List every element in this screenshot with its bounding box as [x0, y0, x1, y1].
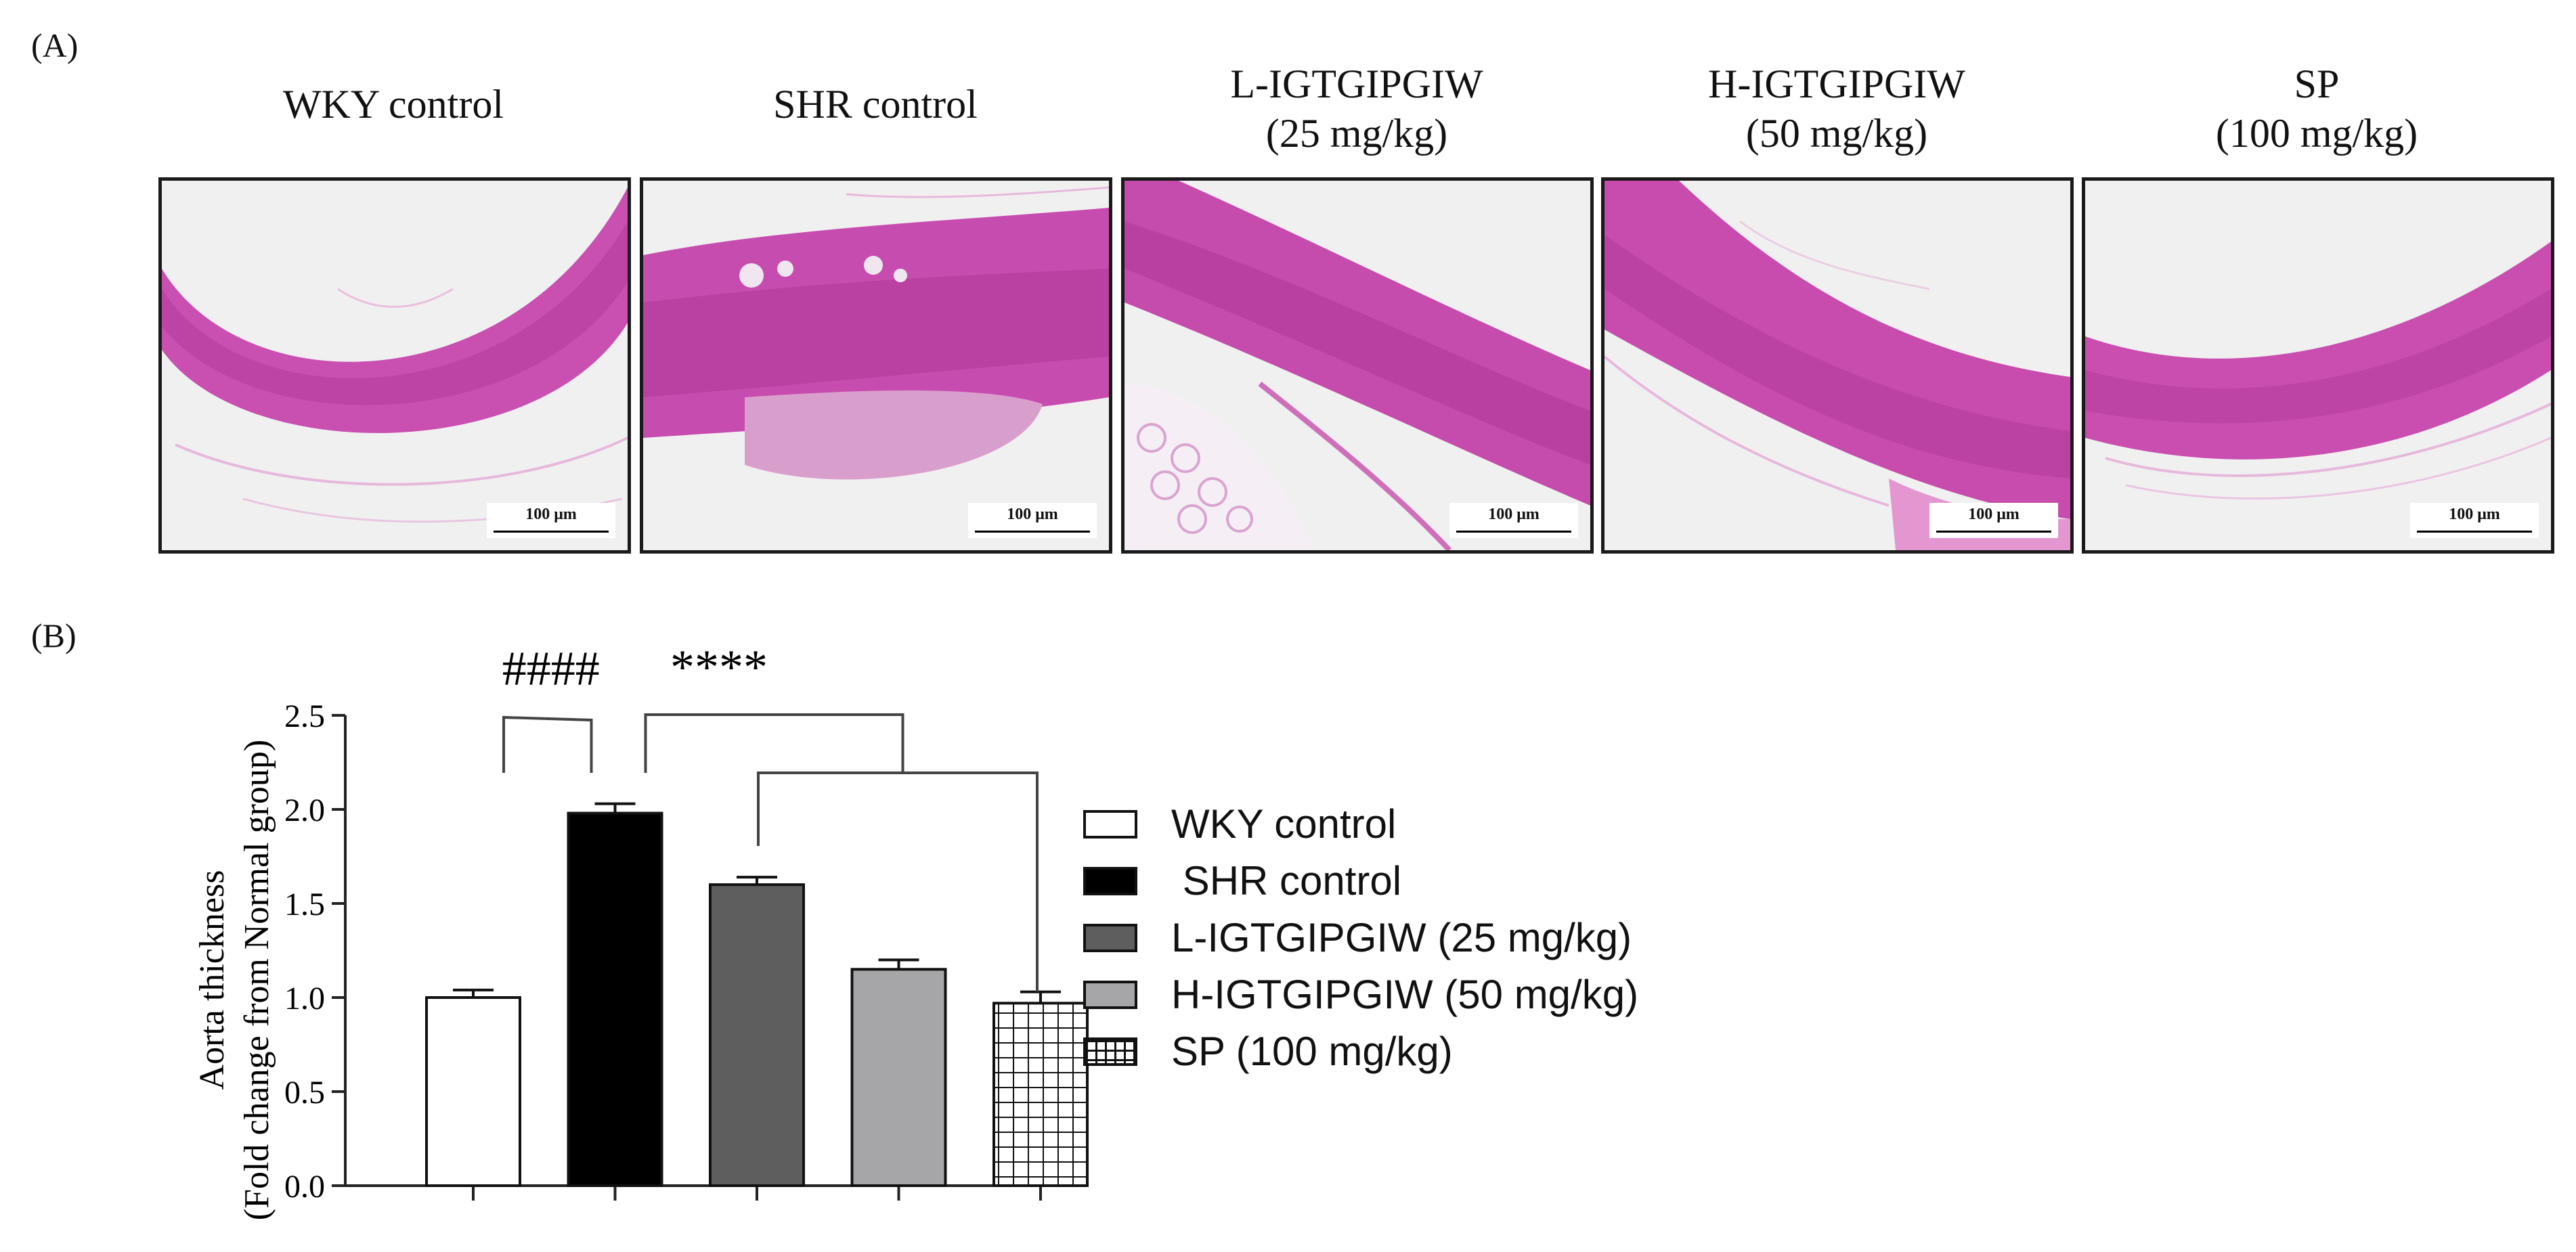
bar [850, 968, 947, 1188]
image-title-shr: SHR control [773, 82, 978, 127]
scale-bar-h-igtgipgiw: 100 μm [1929, 503, 2058, 538]
panel-b-label: (B) [31, 617, 77, 654]
histology-image-wky: 100 μm [158, 177, 631, 554]
legend-swatch-shr [1083, 867, 1137, 895]
histology-image-shr: 100 μm [640, 177, 1112, 554]
significance-label-hash: #### [502, 642, 600, 696]
histology-image-sp: 100 μm [2082, 177, 2554, 554]
image-title-l-igtgipgiw: L-IGTGIPGIW (25 mg/kg) [1230, 62, 1483, 156]
y-tick-label: 0.0 [284, 1169, 325, 1205]
y-axis-label-line1: Aorta thickness [193, 870, 232, 1090]
y-axis-label-line2: (Fold change from Normal group) [238, 740, 276, 1220]
significance-bracket-star-sub [757, 772, 1039, 991]
bar [425, 996, 521, 1187]
panel-a-label: (A) [31, 26, 79, 64]
legend-swatch-l-igtgipgiw [1083, 924, 1137, 952]
y-tick-label: 2.5 [284, 698, 325, 734]
y-tick-label: 1.5 [284, 887, 325, 922]
histology-shr-art [643, 186, 1109, 480]
y-tick-label: 0.5 [284, 1075, 325, 1111]
image-title-wky: WKY control [282, 82, 504, 127]
y-tick-label: 2.0 [284, 792, 325, 828]
image-title-h-igtgipgiw: H-IGTGIPGIW (50 mg/kg) [1708, 62, 1965, 156]
scale-bar-sp: 100 μm [2410, 503, 2539, 538]
legend-label-sp: SP (100 mg/kg) [1171, 1029, 1453, 1074]
image-title-sp: SP (100 mg/kg) [2215, 62, 2418, 156]
histology-image-l-igtgipgiw: 100 μm [1121, 177, 1594, 554]
legend-swatch-wky [1083, 810, 1137, 839]
scale-bar-shr: 100 μm [968, 503, 1097, 538]
bar [709, 883, 805, 1187]
y-tick-label: 1.0 [284, 981, 325, 1016]
scale-bar-wky: 100 μm [487, 503, 615, 538]
legend-label-l-igtgipgiw: L-IGTGIPGIW (25 mg/kg) [1171, 915, 1632, 960]
scale-bar-l-igtgipgiw: 100 μm [1449, 503, 1578, 538]
legend-label-h-igtgipgiw: H-IGTGIPGIW (50 mg/kg) [1171, 972, 1639, 1017]
histology-image-h-igtgipgiw: 100 μm [1601, 177, 2074, 554]
bar [992, 1002, 1089, 1187]
legend-label-shr: SHR control [1171, 858, 1402, 903]
significance-bracket-hash [502, 715, 593, 773]
histology-sp-art [2085, 242, 2551, 500]
significance-bracket-star [644, 713, 904, 773]
significance-label-star: **** [670, 640, 768, 694]
histology-l-igtgipgiw-art [1125, 181, 1590, 550]
legend-label-wky: WKY control [1171, 801, 1397, 847]
bar [567, 811, 663, 1188]
histology-wky-art [162, 187, 628, 523]
legend-swatch-sp [1083, 1037, 1137, 1066]
legend-swatch-h-igtgipgiw [1083, 981, 1137, 1009]
